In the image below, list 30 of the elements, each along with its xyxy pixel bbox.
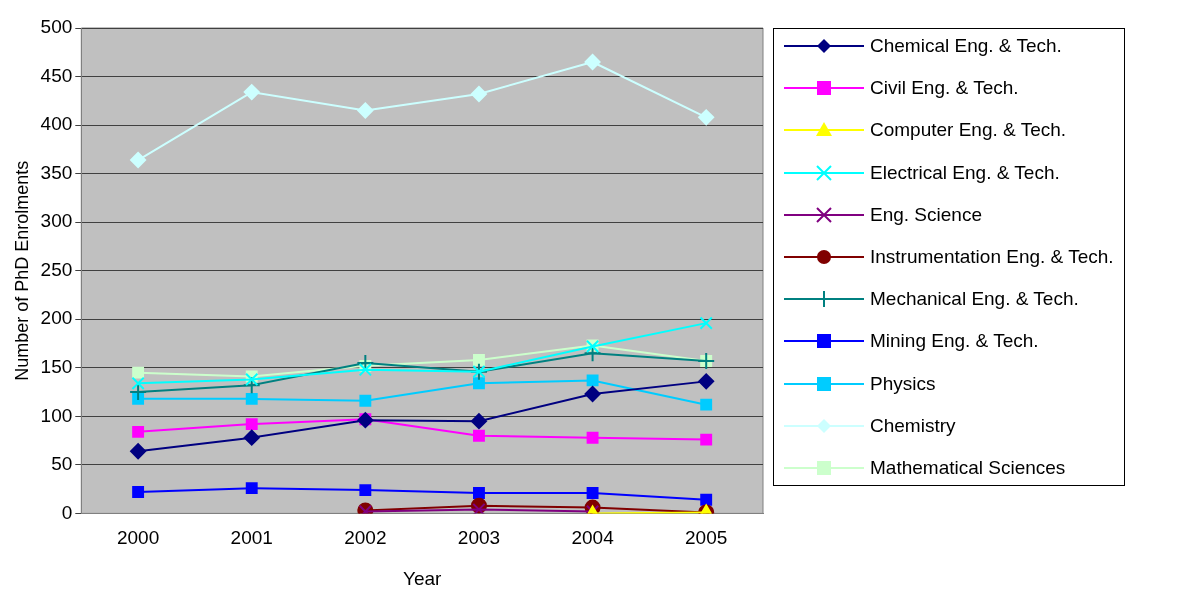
x-axis-title: Year [402, 567, 443, 589]
y-tick-label: 150 [40, 356, 73, 378]
y-tick-label: 200 [40, 307, 73, 329]
x-tick-label: 2002 [344, 527, 387, 549]
x-tick-label: 2003 [457, 527, 501, 549]
x-tick-label: 2004 [571, 527, 615, 549]
y-tick-label: 300 [40, 210, 73, 232]
legend-label: Chemistry [870, 414, 956, 437]
x-tick-label: 2001 [230, 527, 273, 549]
legend-label: Mining Eng. & Tech. [870, 330, 1039, 353]
y-tick-label: 500 [40, 16, 73, 38]
y-tick-label: 350 [40, 161, 73, 183]
legend-label: Computer Eng. & Tech. [870, 119, 1067, 142]
y-tick-label: 250 [40, 258, 73, 280]
y-tick-label: 100 [40, 404, 73, 426]
y-tick-label: 450 [40, 64, 73, 86]
y-tick-label: 400 [40, 113, 73, 135]
y-axis-title: Number of PhD Enrolments [11, 160, 32, 381]
x-tick-label: 2005 [685, 527, 728, 549]
y-tick-label: 0 [61, 501, 73, 523]
legend-label: Mechanical Eng. & Tech. [870, 288, 1079, 311]
legend-label: Civil Eng. & Tech. [870, 77, 1019, 100]
legend-label: Eng. Science [870, 203, 982, 226]
legend-label: Physics [870, 372, 936, 395]
legend-label: Electrical Eng. & Tech. [870, 161, 1060, 184]
y-tick-label: 50 [51, 453, 73, 475]
x-tick-label: 2000 [116, 527, 160, 549]
legend-label: Instrumentation Eng. & Tech. [870, 245, 1114, 268]
legend-label: Mathematical Sciences [870, 456, 1066, 479]
legend-label: Chemical Eng. & Tech. [870, 35, 1062, 57]
